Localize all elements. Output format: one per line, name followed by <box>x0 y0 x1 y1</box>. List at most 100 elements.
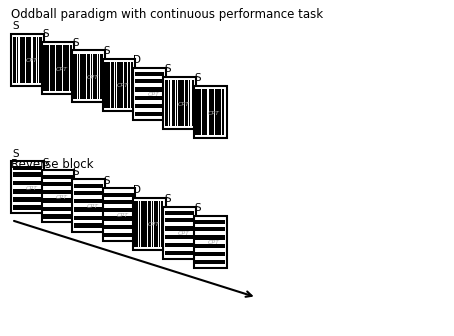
Bar <box>178 80 182 126</box>
Bar <box>100 53 103 99</box>
Text: Reverse block: Reverse block <box>11 158 94 171</box>
Bar <box>135 96 164 100</box>
Bar <box>37 37 38 83</box>
Text: CPT: CPT <box>56 67 68 72</box>
Bar <box>135 112 164 116</box>
Text: S: S <box>12 21 19 31</box>
Bar <box>104 233 133 237</box>
Bar <box>11 34 44 86</box>
Bar <box>94 53 97 99</box>
Bar <box>165 80 168 126</box>
Text: S: S <box>194 73 201 83</box>
Bar <box>165 218 194 222</box>
Bar <box>194 86 227 138</box>
Text: S: S <box>164 64 171 74</box>
Bar <box>133 68 166 120</box>
Text: CPT: CPT <box>86 204 99 209</box>
Bar <box>44 214 73 219</box>
Text: CPT: CPT <box>117 213 129 218</box>
Bar <box>67 45 69 91</box>
Bar <box>158 201 160 247</box>
Bar <box>87 53 90 99</box>
Text: S: S <box>42 29 49 39</box>
Bar <box>133 198 166 250</box>
Bar <box>74 223 103 228</box>
Bar <box>44 190 73 194</box>
Text: D: D <box>133 55 141 65</box>
Bar <box>189 80 190 126</box>
Bar <box>104 193 133 197</box>
Text: D: D <box>133 185 141 195</box>
Bar <box>169 80 170 126</box>
Text: CPT: CPT <box>178 101 190 107</box>
Bar <box>128 62 129 108</box>
Bar <box>11 161 44 213</box>
Bar <box>44 207 73 211</box>
Bar <box>104 62 108 108</box>
Bar <box>165 211 194 215</box>
Bar <box>199 89 201 135</box>
Bar <box>152 201 153 247</box>
Text: S: S <box>164 194 171 204</box>
Bar <box>56 45 60 91</box>
Bar <box>54 45 55 91</box>
Text: S: S <box>103 176 110 186</box>
Bar <box>135 79 164 83</box>
Bar <box>131 62 133 108</box>
Bar <box>84 53 86 99</box>
Bar <box>196 220 225 224</box>
Bar <box>26 37 30 83</box>
Bar <box>17 37 18 83</box>
Bar <box>70 45 72 91</box>
Bar <box>13 172 42 177</box>
Bar <box>219 89 221 135</box>
Bar <box>74 184 103 188</box>
Bar <box>196 227 225 231</box>
Bar <box>176 80 177 126</box>
Bar <box>74 191 103 195</box>
Bar <box>124 62 128 108</box>
Bar <box>163 77 196 129</box>
Bar <box>194 216 227 268</box>
Bar <box>165 243 194 247</box>
Bar <box>42 170 74 222</box>
Text: S: S <box>73 38 79 48</box>
Bar <box>74 207 103 212</box>
Bar <box>165 226 194 230</box>
Bar <box>215 89 219 135</box>
Bar <box>154 201 158 247</box>
Bar <box>30 37 31 83</box>
Bar <box>43 45 47 91</box>
Text: S: S <box>12 149 19 159</box>
Bar <box>108 62 109 108</box>
Bar <box>103 59 135 111</box>
Bar <box>172 80 175 126</box>
Bar <box>74 53 77 99</box>
Bar <box>195 89 199 135</box>
Bar <box>185 80 188 126</box>
Bar <box>165 251 194 255</box>
Bar <box>134 201 138 247</box>
Bar <box>13 181 42 185</box>
Bar <box>208 89 212 135</box>
Bar <box>104 208 133 212</box>
Bar <box>196 235 225 240</box>
Bar <box>72 179 105 232</box>
Bar <box>91 53 92 99</box>
Bar <box>121 62 123 108</box>
Bar <box>24 37 25 83</box>
Bar <box>60 45 62 91</box>
Text: CPT: CPT <box>147 92 159 97</box>
Bar <box>20 37 23 83</box>
Bar <box>78 53 79 99</box>
Text: CPT: CPT <box>208 111 220 116</box>
Text: S: S <box>73 167 79 177</box>
Bar <box>74 216 103 220</box>
Text: Oddball paradigm with continuous performance task: Oddball paradigm with continuous perform… <box>11 8 324 22</box>
Bar <box>202 89 206 135</box>
Bar <box>115 62 116 108</box>
Bar <box>13 37 16 83</box>
Bar <box>13 189 42 194</box>
Bar <box>212 89 214 135</box>
Bar <box>148 201 151 247</box>
